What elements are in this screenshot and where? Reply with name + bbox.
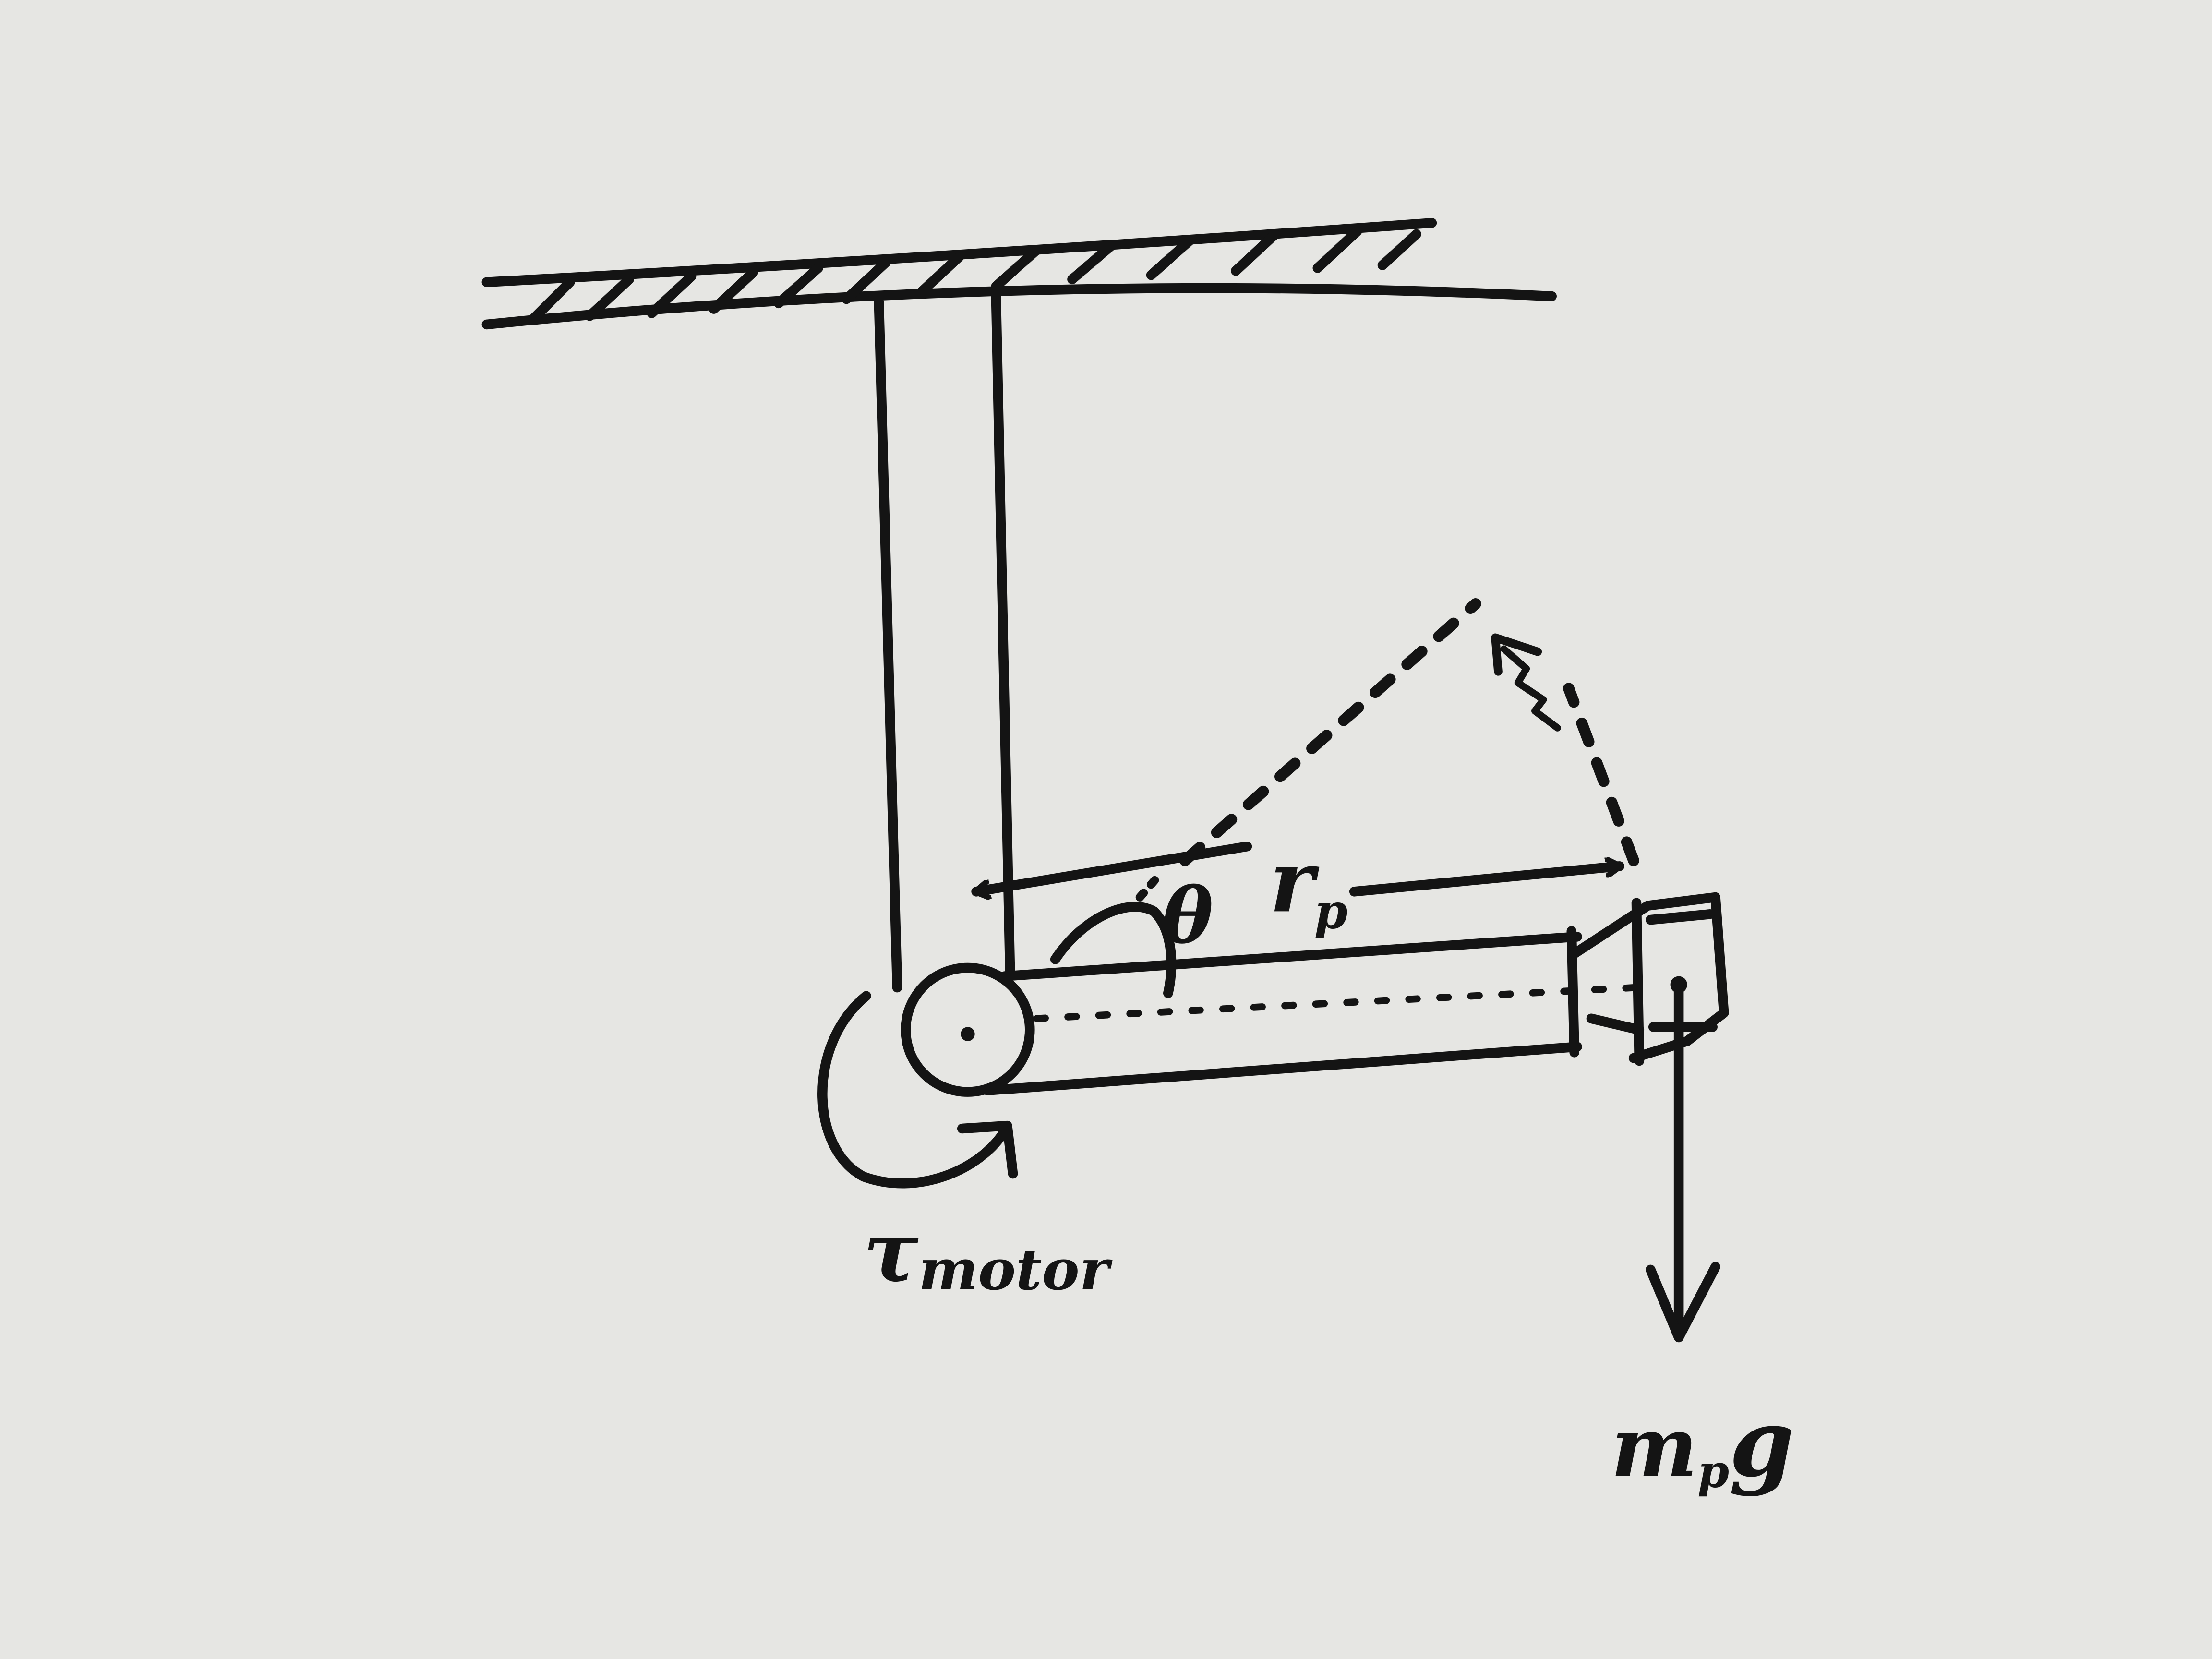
- weight-label: mpg: [1611, 1388, 1794, 1498]
- weight-arrowhead: [1646, 1262, 1720, 1343]
- support-rod: [874, 288, 1015, 993]
- torque-label: τmotor: [864, 1204, 1113, 1303]
- torque-arrow: [817, 991, 1010, 1189]
- rotation-squiggle: [1500, 645, 1561, 732]
- radius-label: rp: [1270, 831, 1348, 939]
- angle-arc: [1050, 902, 1177, 998]
- arm-link: [982, 932, 1640, 1095]
- ceiling-hatching: [528, 226, 1421, 324]
- theta-label: θ: [1163, 871, 1214, 961]
- radius-dimension: [971, 841, 1624, 891]
- angle-tick: [1135, 870, 1164, 902]
- arm-centerline: [1033, 984, 1640, 1022]
- pivot-center-dot: [961, 1027, 975, 1041]
- end-effector: [1566, 892, 1729, 1066]
- torque-arrowhead: [957, 1120, 1018, 1179]
- center-of-mass-dot: [1670, 976, 1687, 993]
- pivot-joint: [901, 962, 1035, 1097]
- ceiling: [481, 218, 1557, 330]
- rotation-arrowhead: [1491, 633, 1542, 676]
- rotated-arm-dashed: [1179, 598, 1639, 866]
